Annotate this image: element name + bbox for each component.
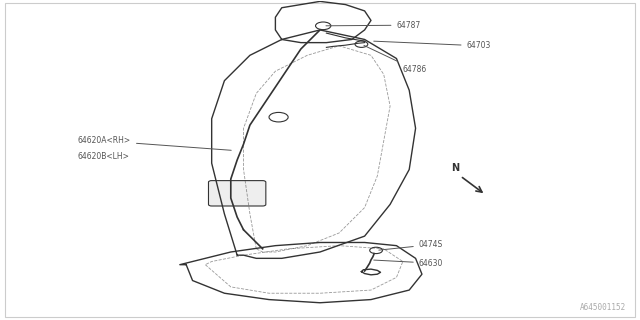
Circle shape bbox=[316, 22, 331, 30]
Text: 0474S: 0474S bbox=[379, 240, 443, 250]
Text: 64620B<LH>: 64620B<LH> bbox=[78, 152, 130, 161]
Text: 64703: 64703 bbox=[374, 41, 491, 50]
Text: 64787: 64787 bbox=[326, 21, 420, 30]
Circle shape bbox=[269, 112, 288, 122]
Text: 64630: 64630 bbox=[374, 259, 443, 268]
Circle shape bbox=[355, 41, 368, 47]
Circle shape bbox=[370, 247, 383, 253]
Text: 64786: 64786 bbox=[364, 45, 427, 74]
Text: 64620A<RH>: 64620A<RH> bbox=[78, 136, 231, 150]
Text: N: N bbox=[451, 163, 459, 173]
Text: A645001152: A645001152 bbox=[580, 303, 626, 312]
FancyBboxPatch shape bbox=[209, 180, 266, 206]
